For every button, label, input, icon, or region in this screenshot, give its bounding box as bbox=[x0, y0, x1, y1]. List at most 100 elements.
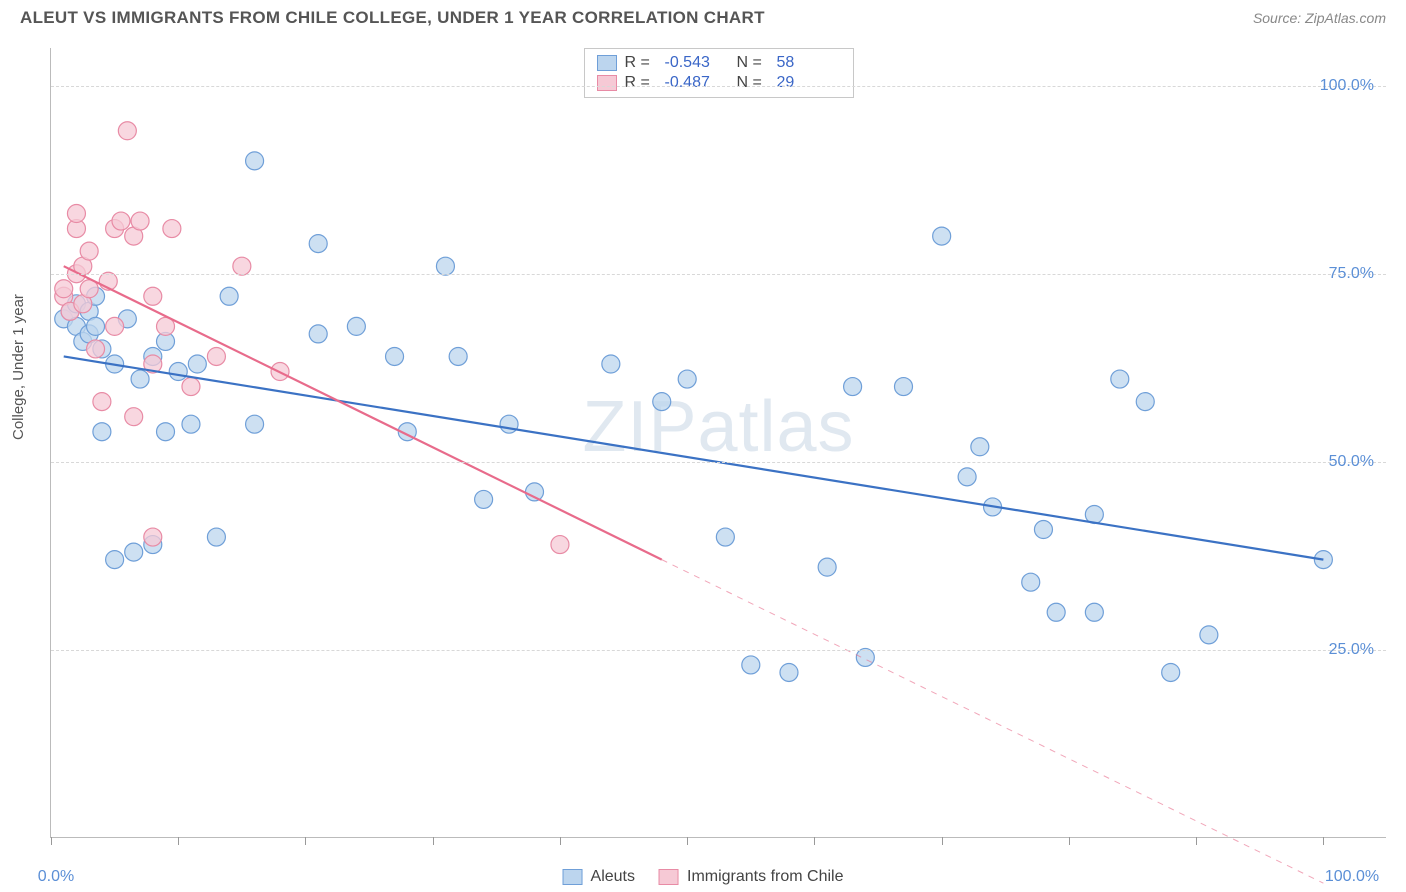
legend-n-value: 29 bbox=[777, 74, 841, 92]
data-point bbox=[475, 490, 493, 508]
legend-swatch bbox=[563, 869, 583, 885]
x-axis-min-label: 0.0% bbox=[38, 868, 74, 886]
y-tick-label: 25.0% bbox=[1329, 641, 1374, 659]
data-point bbox=[80, 242, 98, 260]
data-point bbox=[207, 528, 225, 546]
data-point bbox=[125, 543, 143, 561]
data-point bbox=[742, 656, 760, 674]
legend-stats: R = -0.543 N = 58R = -0.487 N = 29 bbox=[584, 48, 854, 98]
data-point bbox=[233, 257, 251, 275]
legend-series-item: Aleuts bbox=[563, 868, 635, 886]
legend-series-item: Immigrants from Chile bbox=[659, 868, 843, 886]
gridline-h bbox=[51, 650, 1386, 651]
data-point bbox=[1162, 663, 1180, 681]
legend-r-value: -0.487 bbox=[665, 74, 729, 92]
data-point bbox=[856, 648, 874, 666]
data-point bbox=[246, 152, 264, 170]
data-point bbox=[602, 355, 620, 373]
data-point bbox=[67, 205, 85, 223]
x-tick bbox=[687, 837, 688, 845]
data-point bbox=[163, 220, 181, 238]
data-point bbox=[500, 415, 518, 433]
legend-swatch bbox=[597, 55, 617, 71]
data-point bbox=[246, 415, 264, 433]
data-point bbox=[220, 287, 238, 305]
data-point bbox=[93, 393, 111, 411]
data-point bbox=[112, 212, 130, 230]
x-tick bbox=[178, 837, 179, 845]
data-point bbox=[309, 235, 327, 253]
data-point bbox=[1034, 521, 1052, 539]
gridline-h bbox=[51, 462, 1386, 463]
data-point bbox=[1111, 370, 1129, 388]
x-tick bbox=[1323, 837, 1324, 845]
legend-r-label: R = bbox=[625, 74, 657, 92]
legend-n-label: N = bbox=[737, 54, 769, 72]
x-tick bbox=[1069, 837, 1070, 845]
data-point bbox=[182, 415, 200, 433]
legend-r-label: R = bbox=[625, 54, 657, 72]
x-tick bbox=[1196, 837, 1197, 845]
trend-line bbox=[64, 356, 1324, 559]
x-tick bbox=[814, 837, 815, 845]
x-tick bbox=[51, 837, 52, 845]
source-label: Source: ZipAtlas.com bbox=[1253, 10, 1386, 26]
data-point bbox=[436, 257, 454, 275]
data-point bbox=[780, 663, 798, 681]
data-point bbox=[716, 528, 734, 546]
x-tick bbox=[942, 837, 943, 845]
legend-stat-row: R = -0.543 N = 58 bbox=[597, 53, 841, 73]
data-point bbox=[93, 423, 111, 441]
data-point bbox=[958, 468, 976, 486]
x-tick bbox=[433, 837, 434, 845]
y-tick-label: 50.0% bbox=[1329, 453, 1374, 471]
y-axis-label: College, Under 1 year bbox=[10, 294, 27, 440]
data-point bbox=[818, 558, 836, 576]
chart-svg bbox=[51, 48, 1386, 837]
legend-r-value: -0.543 bbox=[665, 54, 729, 72]
data-point bbox=[1047, 603, 1065, 621]
x-tick bbox=[560, 837, 561, 845]
legend-stat-row: R =-0.487N =29 bbox=[597, 73, 841, 93]
data-point bbox=[347, 317, 365, 335]
trend-line bbox=[64, 266, 662, 559]
data-point bbox=[131, 370, 149, 388]
x-axis-max-label: 100.0% bbox=[1325, 868, 1379, 886]
legend-n-value: 58 bbox=[777, 54, 841, 72]
trend-line-extension bbox=[662, 560, 1324, 884]
data-point bbox=[182, 378, 200, 396]
data-point bbox=[87, 340, 105, 358]
gridline-h bbox=[51, 86, 1386, 87]
data-point bbox=[678, 370, 696, 388]
y-tick-label: 100.0% bbox=[1320, 77, 1374, 95]
data-point bbox=[125, 408, 143, 426]
data-point bbox=[118, 122, 136, 140]
data-point bbox=[653, 393, 671, 411]
legend-series-label: Aleuts bbox=[591, 868, 635, 886]
data-point bbox=[55, 280, 73, 298]
data-point bbox=[169, 363, 187, 381]
data-point bbox=[449, 347, 467, 365]
gridline-h bbox=[51, 274, 1386, 275]
legend-series: Aleuts Immigrants from Chile bbox=[563, 868, 844, 886]
data-point bbox=[844, 378, 862, 396]
chart-plot-area: ZIPatlas R =-0.543N =58R =-0.487N =29 25… bbox=[50, 48, 1386, 838]
data-point bbox=[1022, 573, 1040, 591]
data-point bbox=[207, 347, 225, 365]
data-point bbox=[1085, 603, 1103, 621]
legend-series-label: Immigrants from Chile bbox=[687, 868, 843, 886]
data-point bbox=[551, 536, 569, 554]
data-point bbox=[1136, 393, 1154, 411]
data-point bbox=[144, 528, 162, 546]
data-point bbox=[1200, 626, 1218, 644]
data-point bbox=[933, 227, 951, 245]
data-point bbox=[971, 438, 989, 456]
data-point bbox=[144, 287, 162, 305]
data-point bbox=[309, 325, 327, 343]
data-point bbox=[131, 212, 149, 230]
data-point bbox=[106, 317, 124, 335]
data-point bbox=[106, 551, 124, 569]
x-tick bbox=[305, 837, 306, 845]
y-tick-label: 75.0% bbox=[1329, 265, 1374, 283]
data-point bbox=[157, 423, 175, 441]
